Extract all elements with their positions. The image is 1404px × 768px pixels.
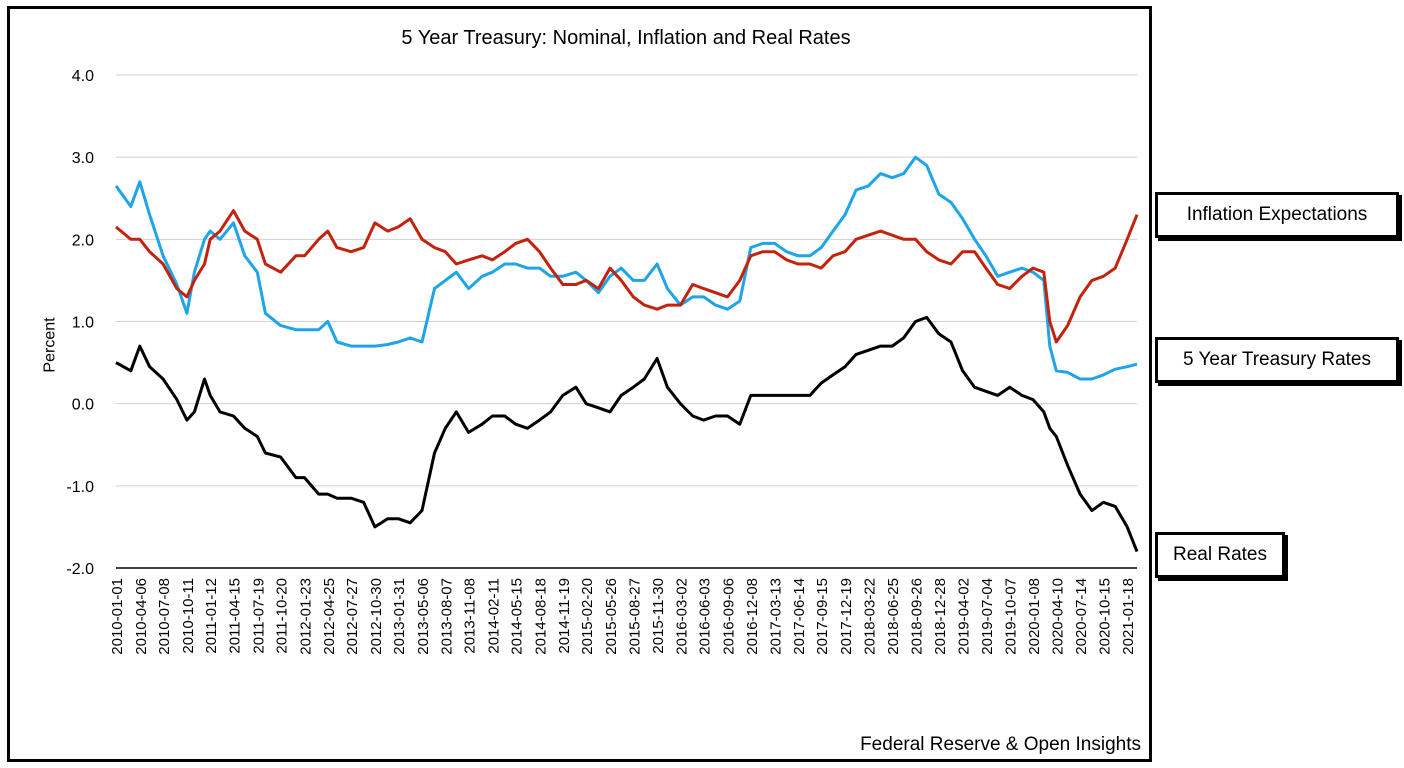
x-tick-labels: 2010-01-01 2010-04-06 2010-07-08 2010-10-11… bbox=[109, 578, 1137, 655]
callout-inflation-expectations: Inflation Expectations bbox=[1155, 192, 1399, 238]
x-tick-label: 2021-01-18 bbox=[1120, 578, 1137, 655]
x-tick-label: 2017-03-13 bbox=[768, 578, 785, 655]
x-tick-label: 2019-07-04 bbox=[979, 578, 996, 655]
y-tick-label: 2.0 bbox=[72, 232, 94, 249]
x-tick-label: 2015-11-30 bbox=[650, 578, 667, 654]
x-tick-label: 2020-10-15 bbox=[1096, 578, 1113, 655]
x-tick-label: 2014-05-15 bbox=[509, 578, 526, 655]
x-tick-label: 2016-06-03 bbox=[697, 578, 714, 655]
x-tick-label: 2010-01-01 bbox=[109, 578, 126, 655]
x-tick-label: 2016-03-02 bbox=[673, 578, 690, 655]
x-tick-label: 2017-06-14 bbox=[791, 578, 808, 655]
series-lines bbox=[114, 155, 1139, 553]
x-tick-label: 2018-03-22 bbox=[861, 578, 878, 655]
series-line-real-rates bbox=[115, 315, 1139, 553]
source-note: Federal Reserve & Open Insights bbox=[860, 734, 1141, 755]
y-tick-label: -1.0 bbox=[66, 479, 94, 496]
x-tick-label: 2011-04-15 bbox=[227, 578, 244, 654]
series-line-inflation-expectations bbox=[115, 209, 1139, 344]
x-tick-label: 2020-07-14 bbox=[1073, 578, 1090, 655]
x-tick-label: 2014-08-18 bbox=[533, 578, 550, 655]
x-tick-label: 2019-04-02 bbox=[956, 578, 973, 655]
series-line-5-year-treasury-rates bbox=[114, 155, 1138, 381]
x-tick-label: 2012-07-27 bbox=[344, 578, 361, 655]
y-axis-label: Percent bbox=[41, 317, 59, 373]
x-tick-label: 2020-04-10 bbox=[1049, 578, 1066, 655]
x-tick-label: 2014-02-11 bbox=[485, 578, 502, 654]
x-tick-label: 2020-01-08 bbox=[1026, 578, 1043, 655]
y-tick-labels: 4.0 3.0 2.0 1.0 0.0 -1.0 -2.0 bbox=[66, 68, 94, 578]
x-tick-label: 2010-07-08 bbox=[156, 578, 173, 655]
x-tick-label: 2014-11-19 bbox=[556, 578, 573, 654]
x-tick-label: 2018-09-26 bbox=[908, 578, 925, 655]
x-tick-label: 2013-08-07 bbox=[438, 578, 455, 655]
grid-lines bbox=[116, 74, 1137, 569]
x-tick-label: 2018-06-25 bbox=[885, 578, 902, 655]
x-tick-label: 2019-10-07 bbox=[1003, 578, 1020, 655]
x-tick-label: 2012-10-30 bbox=[368, 578, 385, 655]
x-tick-label: 2012-01-23 bbox=[297, 578, 314, 655]
y-tick-label: -2.0 bbox=[66, 561, 94, 578]
x-tick-label: 2011-07-19 bbox=[250, 578, 267, 654]
x-tick-label: 2015-02-20 bbox=[579, 578, 596, 655]
x-tick-label: 2017-12-19 bbox=[838, 578, 855, 655]
x-tick-label: 2011-01-12 bbox=[203, 578, 220, 654]
chart-frame bbox=[7, 6, 1152, 762]
x-tick-label: 2012-04-25 bbox=[321, 578, 338, 655]
x-tick-label: 2013-11-08 bbox=[462, 578, 479, 654]
x-tick-label: 2018-12-28 bbox=[932, 578, 949, 655]
x-tick-label: 2010-04-06 bbox=[133, 578, 150, 655]
callout-real-rates: Real Rates bbox=[1155, 532, 1285, 578]
x-tick-label: 2010-10-11 bbox=[180, 578, 197, 654]
y-tick-label: 1.0 bbox=[72, 315, 94, 332]
callout-5-year-treasury-rates: 5 Year Treasury Rates bbox=[1155, 337, 1399, 383]
x-tick-label: 2017-09-15 bbox=[814, 578, 831, 655]
x-tick-label: 2013-01-31 bbox=[391, 578, 408, 655]
x-tick-label: 2016-12-08 bbox=[744, 578, 761, 655]
y-tick-label: 0.0 bbox=[72, 397, 94, 414]
x-tick-label: 2011-10-20 bbox=[274, 578, 291, 654]
chart-title: 5 Year Treasury: Nominal, Inflation and … bbox=[401, 27, 851, 49]
x-tick-label: 2015-08-27 bbox=[626, 578, 643, 655]
x-tick-label: 2013-05-06 bbox=[415, 578, 432, 655]
x-tick-label: 2015-05-26 bbox=[603, 578, 620, 655]
y-tick-label: 3.0 bbox=[72, 150, 94, 167]
x-tick-label: 2016-09-06 bbox=[720, 578, 737, 655]
y-tick-label: 4.0 bbox=[72, 68, 94, 85]
